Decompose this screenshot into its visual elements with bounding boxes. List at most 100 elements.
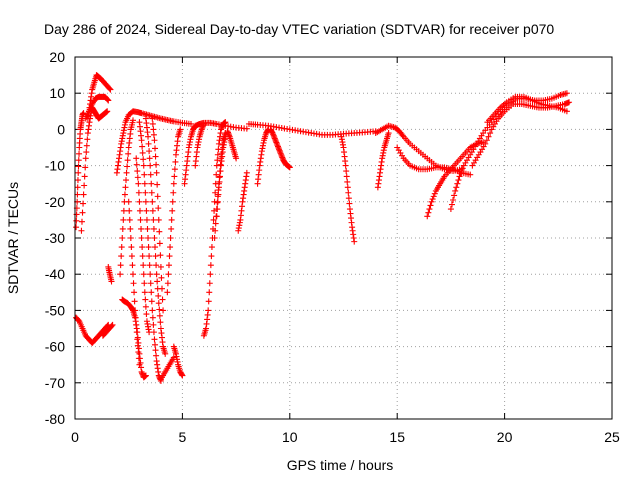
data-point [212, 220, 219, 227]
x-tick-label: 5 [179, 429, 187, 445]
data-point [482, 140, 489, 147]
data-point [211, 235, 218, 241]
data-point [152, 341, 159, 348]
data-point [135, 349, 142, 356]
data-point [146, 148, 153, 155]
data-point [133, 321, 140, 328]
data-point [208, 253, 215, 260]
data-point [146, 253, 153, 260]
data-point [154, 193, 161, 200]
data-point [150, 131, 157, 138]
data-point [150, 225, 157, 232]
data-point [343, 173, 350, 180]
data-point [139, 244, 146, 251]
data-point [142, 372, 149, 379]
y-tick-label: -80 [45, 411, 65, 427]
data-point [139, 143, 146, 150]
data-point [141, 171, 148, 178]
data-point [157, 263, 164, 270]
data-point [487, 130, 494, 137]
data-point [81, 182, 88, 189]
data-point [151, 137, 158, 144]
y-tick-label: 10 [49, 85, 65, 101]
data-point [429, 196, 436, 203]
data-point [206, 289, 213, 296]
data-point [428, 198, 435, 205]
data-point [149, 207, 156, 214]
data-point [138, 225, 145, 232]
data-point [133, 329, 140, 336]
data-point [152, 153, 159, 160]
data-point [215, 191, 222, 198]
data-point [120, 216, 127, 223]
data-point [168, 216, 175, 223]
data-points [73, 72, 573, 384]
data-point [172, 158, 179, 165]
data-point [207, 262, 214, 269]
data-point [144, 225, 151, 232]
data-point [129, 262, 136, 269]
data-point [152, 253, 159, 260]
data-point [454, 180, 461, 187]
data-point [206, 280, 213, 287]
y-tick-label: 0 [57, 121, 65, 137]
data-point [431, 190, 438, 197]
series-arc-17 [170, 343, 186, 379]
data-point [141, 280, 148, 287]
data-point [124, 163, 131, 170]
data-point [142, 189, 149, 196]
data-point [132, 314, 139, 321]
data-point [483, 137, 490, 144]
data-point [141, 289, 148, 296]
series-arc-6 [99, 321, 116, 339]
data-point [132, 307, 139, 314]
data-point [156, 228, 163, 235]
series-arc-19 [181, 119, 250, 187]
x-tick-label: 25 [604, 429, 620, 445]
data-point [563, 108, 570, 115]
data-point [125, 198, 132, 205]
data-point [213, 171, 220, 178]
data-point [456, 173, 463, 180]
data-point [123, 169, 130, 176]
y-tick-label: -60 [45, 339, 65, 355]
data-point [137, 216, 144, 223]
data-point [164, 289, 171, 296]
data-point [426, 206, 433, 213]
data-point [73, 224, 80, 231]
data-point [152, 145, 159, 152]
data-point [451, 192, 458, 199]
data-point [76, 150, 83, 157]
data-point [78, 218, 85, 225]
data-point [83, 149, 90, 156]
data-point [126, 216, 133, 223]
series-arc-31 [374, 130, 392, 191]
data-point [212, 189, 219, 196]
data-point [134, 336, 141, 343]
data-point [156, 312, 163, 319]
series-arc-12 [133, 155, 153, 336]
data-point [458, 168, 465, 175]
series-arc-7 [105, 263, 115, 285]
data-point [127, 235, 134, 241]
series-arc-5 [82, 93, 112, 122]
data-point [134, 174, 141, 181]
series-arc-32 [394, 144, 474, 178]
data-point [216, 173, 223, 180]
data-point [170, 180, 177, 187]
data-point [145, 133, 152, 140]
data-point [134, 342, 141, 349]
data-point [344, 178, 351, 185]
data-point [205, 307, 212, 314]
data-point [108, 278, 115, 285]
data-point [165, 271, 172, 278]
data-point [214, 157, 221, 164]
data-point [136, 207, 143, 214]
data-point [123, 177, 130, 184]
data-point [467, 171, 474, 178]
data-point [427, 202, 434, 209]
data-point [158, 274, 165, 281]
data-point [162, 350, 169, 357]
data-point [450, 196, 457, 203]
